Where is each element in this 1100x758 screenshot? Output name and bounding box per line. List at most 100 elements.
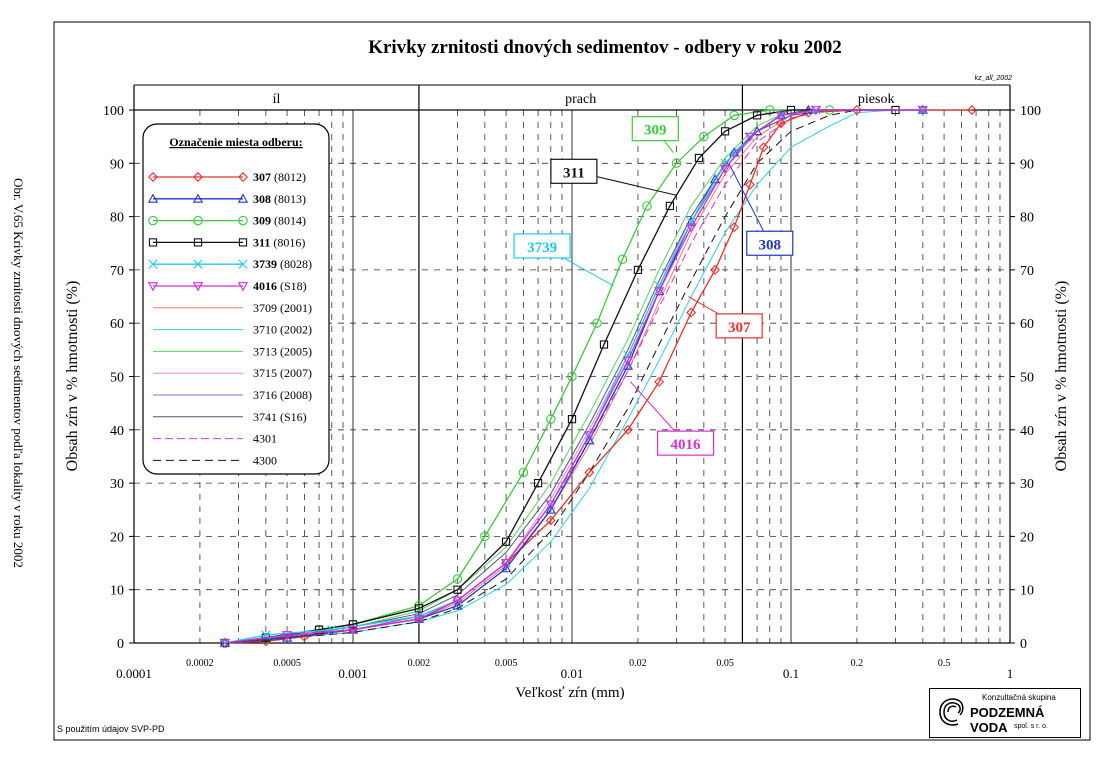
legend-marker-308 <box>237 193 249 203</box>
marker-stroke <box>720 158 730 168</box>
x-tick-label: 0.002 <box>408 658 431 669</box>
marker-stroke <box>220 638 230 648</box>
y-tick-label-left: 100 <box>103 104 124 119</box>
data-point-307 <box>966 105 977 115</box>
data-point-4016 <box>500 559 512 569</box>
callout-label-309: 309 <box>644 123 667 139</box>
legend: Označenie miesta odberu:307 (8012)308 (8… <box>142 123 330 475</box>
data-point-3739 <box>623 350 633 360</box>
data-point-4016 <box>810 106 822 116</box>
legend-label-3716: 3716 (2008) <box>253 388 312 402</box>
data-point-309 <box>592 318 602 328</box>
callout-leader-308 <box>728 163 771 244</box>
legend-label-307: 307 (8012) <box>253 170 306 184</box>
legend-marker-4016 <box>237 282 249 292</box>
data-point-308 <box>452 600 463 610</box>
legend-title: Označenie miesta odberu: <box>169 135 302 149</box>
logo-legal-form: spol. s r. o. <box>1014 723 1048 730</box>
legend-marker-308 <box>192 193 204 203</box>
x-tick-label: 0.0001 <box>116 666 152 681</box>
legend-label-code: (8016) <box>270 235 305 249</box>
data-point-309 <box>546 414 556 424</box>
legend-label-4301: 4301 <box>253 432 277 446</box>
data-point-308 <box>686 216 697 226</box>
callout-box-3739 <box>513 233 571 259</box>
x-tick-label: 1 <box>1007 666 1014 681</box>
company-emblem-icon <box>939 698 964 726</box>
y-tick-label-right: 10 <box>1020 584 1034 599</box>
x-tick-label: 0.005 <box>495 658 518 669</box>
zone-label-prach: prach <box>565 92 596 107</box>
legend-marker-309 <box>238 215 248 226</box>
callout-label-308: 308 <box>759 237 782 253</box>
legend-label-id: 307 <box>253 170 271 184</box>
data-point-311 <box>720 127 730 136</box>
legend-label-4016: 4016 (S18) <box>253 279 307 293</box>
x-tick-label: 0.0002 <box>186 658 214 669</box>
legend-marker-309 <box>148 215 158 226</box>
x-tick-label: 0.2 <box>851 658 864 669</box>
y-tick-label-right: 50 <box>1020 371 1034 386</box>
data-point-307 <box>776 118 786 129</box>
series-line-4301 <box>238 109 830 644</box>
legend-label-3709: 3709 (2001) <box>253 301 312 315</box>
callout-label-311: 311 <box>563 165 585 181</box>
y-tick-label-left: 0 <box>117 637 124 652</box>
data-point-308 <box>545 504 556 514</box>
data-point-309 <box>567 371 577 382</box>
data-point-3739 <box>327 625 337 635</box>
legend-marker-3739 <box>148 259 158 269</box>
data-point-3739 <box>220 638 230 648</box>
y-tick-label-right: 80 <box>1020 211 1034 226</box>
callout-label-3739: 3739 <box>527 240 557 256</box>
data-point-311 <box>348 620 358 629</box>
x-tick-label: 0.0005 <box>273 658 301 669</box>
x-tick-label: 0.001 <box>338 666 367 681</box>
legend-label-id: 3739 <box>253 257 277 271</box>
legend-marker-311 <box>193 238 203 247</box>
legend-marker-307 <box>148 172 158 182</box>
series-line-4300 <box>238 109 857 644</box>
y-tick-label-left: 40 <box>110 424 124 439</box>
data-point-311 <box>314 625 324 634</box>
x-axis-label: Veľkosť zŕn (mm) <box>515 685 624 701</box>
data-point-311 <box>533 478 543 488</box>
callout-box-308 <box>746 230 794 256</box>
data-point-311 <box>694 153 704 163</box>
data-point-308 <box>281 632 293 642</box>
data-point-307 <box>851 105 862 115</box>
series-line-3710 <box>238 109 896 644</box>
marker-stroke <box>654 281 664 291</box>
callout-box-311 <box>550 158 598 184</box>
y-tick-label-left: 60 <box>110 317 124 332</box>
data-point-309 <box>729 110 739 121</box>
marker-stroke <box>238 259 248 269</box>
series-line-3713 <box>238 109 830 644</box>
legend-label-3739: 3739 (8028) <box>253 257 312 271</box>
x-tick-label: 0.05 <box>716 658 734 669</box>
marker-stroke <box>686 217 696 227</box>
legend-marker-3739 <box>238 259 248 269</box>
data-point-4016 <box>219 639 231 649</box>
marker-stroke <box>193 259 203 269</box>
marker-stroke <box>327 625 337 635</box>
legend-label-3713: 3713 (2005) <box>253 344 312 358</box>
data-point-311 <box>453 585 462 594</box>
legend-label-code: (S18) <box>277 279 307 293</box>
legend-label-3741: 3741 (S16) <box>253 410 307 424</box>
y-tick-label-left: 10 <box>110 584 124 599</box>
legend-marker-307 <box>193 172 203 182</box>
figure-caption: Obr. V.65 Krivky zrnitosti dnových sedim… <box>11 178 26 568</box>
data-point-4016 <box>744 132 756 142</box>
data-point-308 <box>500 563 512 573</box>
legend-marker-311 <box>238 238 248 247</box>
legend-label-3715: 3715 (2007) <box>253 366 312 380</box>
data-point-309 <box>642 201 652 211</box>
data-point-4016 <box>452 596 463 606</box>
y-tick-label-right: 100 <box>1020 104 1041 119</box>
data-point-4016 <box>545 500 556 510</box>
data-point-4016 <box>584 431 595 441</box>
data-point-4016 <box>654 287 665 297</box>
y-axis-label-left: Obsah zŕn v % hmotnosti (%) <box>64 281 81 472</box>
